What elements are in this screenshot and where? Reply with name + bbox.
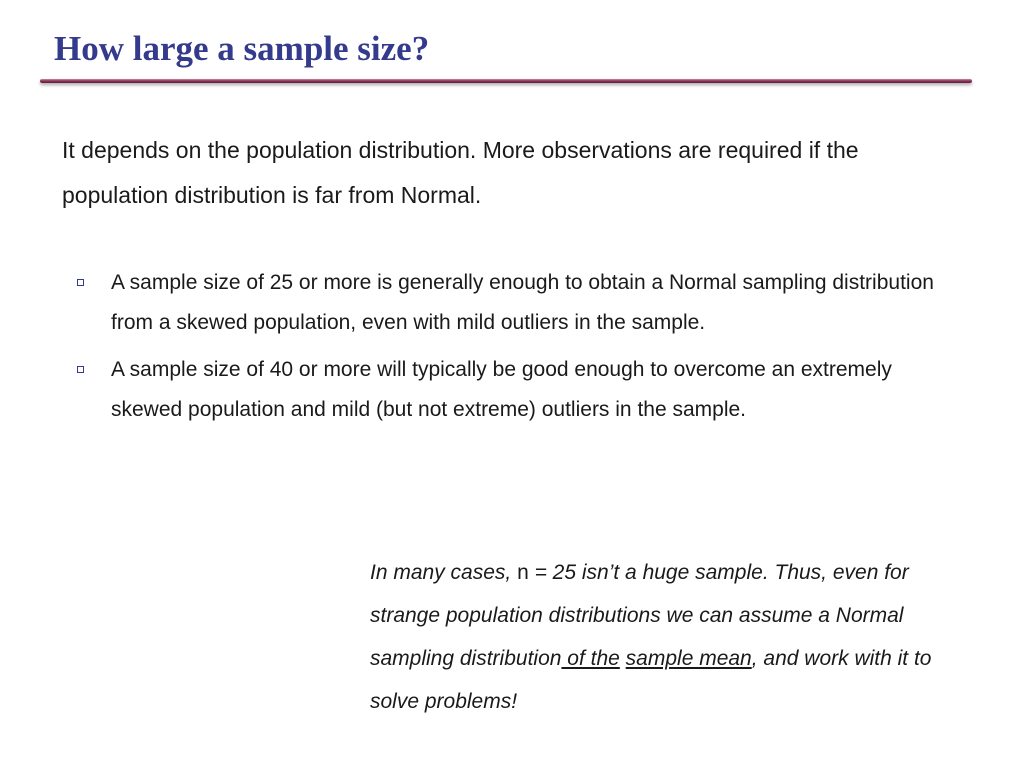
note-text-part1: In many cases, [370, 561, 518, 584]
note-underlined-sample-mean: sample mean [625, 647, 752, 670]
note-text-part2: = 25 isn’t a huge sample. Thus, even for… [370, 561, 909, 670]
note-callout: In many cases, n = 25 isn’t a huge sampl… [370, 551, 970, 723]
square-bullet-icon [77, 279, 84, 286]
bullet-item: A sample size of 40 or more will typical… [74, 350, 964, 430]
bullet-text: A sample size of 40 or more will typical… [111, 358, 892, 421]
bullet-list: A sample size of 25 or more is generally… [74, 263, 964, 437]
square-bullet-icon [77, 366, 84, 373]
bullet-item: A sample size of 25 or more is generally… [74, 263, 964, 343]
title-divider [40, 79, 972, 83]
bullet-text: A sample size of 25 or more is generally… [111, 271, 934, 334]
slide-title: How large a sample size? [54, 29, 430, 68]
note-underlined-of-the: of the [561, 647, 620, 670]
intro-paragraph: It depends on the population distributio… [62, 137, 859, 208]
note-n-symbol: n [517, 561, 529, 584]
note-text-part3: , and work with it to solve problems! [370, 647, 932, 713]
